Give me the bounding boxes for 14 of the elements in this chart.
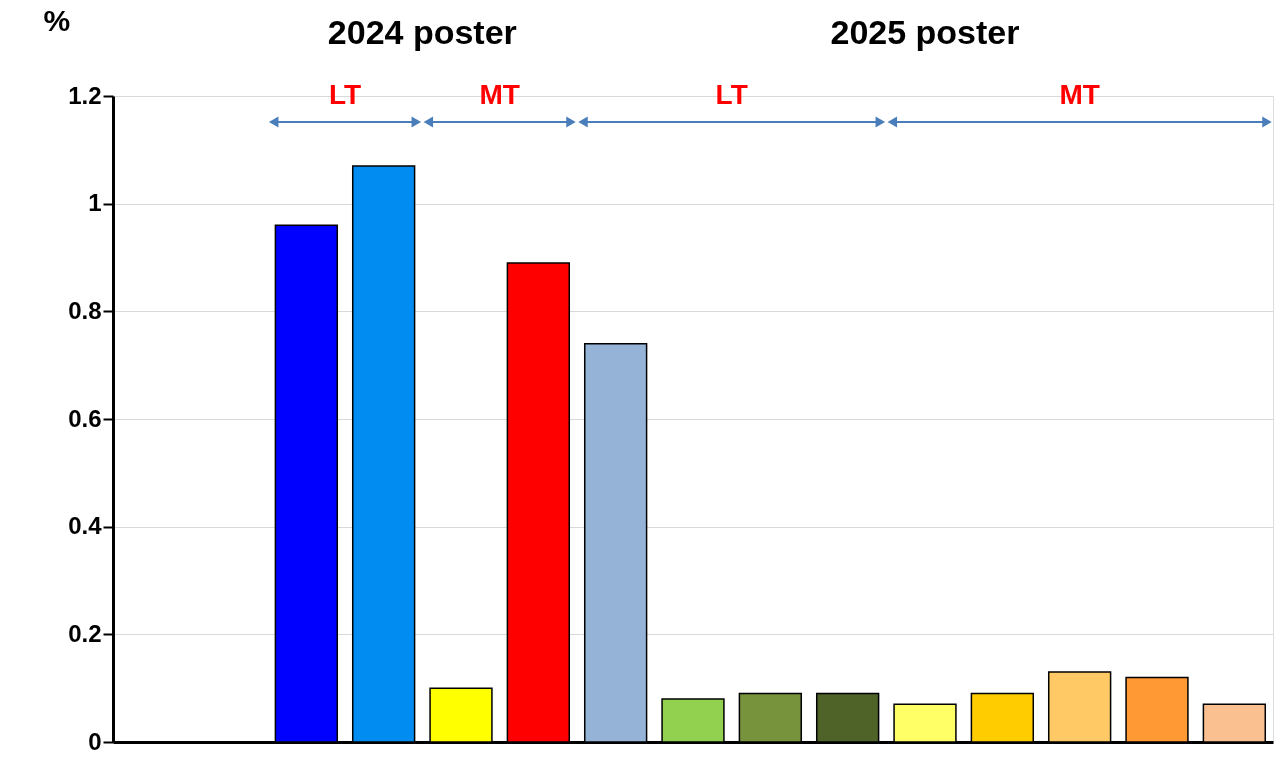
annotation: MT bbox=[479, 79, 520, 110]
y-tick-label: 0 bbox=[88, 727, 102, 755]
y-tick-label: 1 bbox=[88, 189, 102, 217]
annotation: LT bbox=[715, 79, 748, 110]
y-tick-label: 0.8 bbox=[68, 296, 102, 324]
y-axis-title: % bbox=[43, 3, 71, 37]
y-tick-label: 0.6 bbox=[68, 404, 102, 432]
text: 2025 poster bbox=[830, 13, 1020, 51]
annotation: LT bbox=[328, 79, 362, 110]
y-tick-label: 0.4 bbox=[68, 512, 103, 540]
y-tick-label: 1.2 bbox=[68, 81, 102, 109]
text: 2024 poster bbox=[327, 13, 517, 51]
annotation: MT bbox=[1059, 79, 1100, 110]
y-tick-label: 0.2 bbox=[68, 619, 102, 647]
